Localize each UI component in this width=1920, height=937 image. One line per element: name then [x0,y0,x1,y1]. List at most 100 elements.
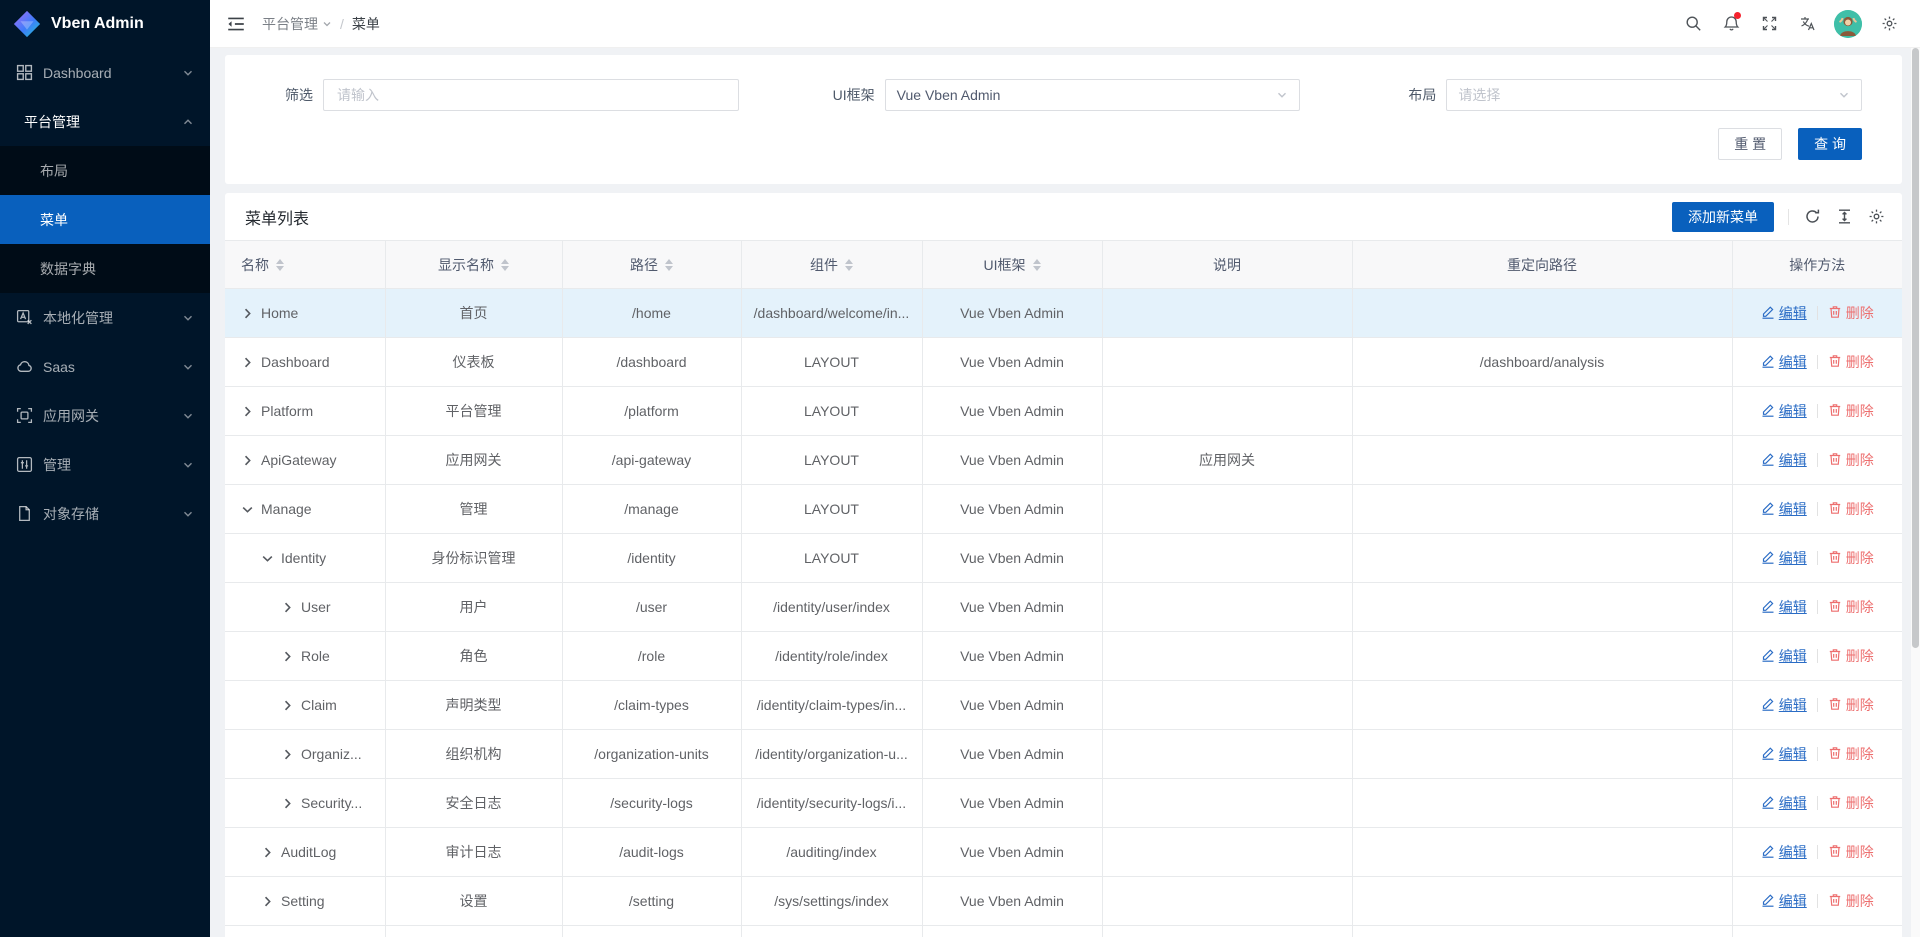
layout-select[interactable]: 请选择 [1446,79,1863,111]
sidebar-item-menu[interactable]: 菜单 [0,195,210,244]
filter-input[interactable] [335,86,727,104]
search-icon[interactable] [1674,0,1712,48]
chevron-right-icon[interactable] [281,650,294,663]
sidebar-item-dict[interactable]: 数据字典 [0,244,210,293]
table-row[interactable]: Security... 安全日志/security-logs/identity/s… [225,778,1902,828]
chevron-right-icon[interactable] [241,307,254,320]
chevron-right-icon[interactable] [281,601,294,614]
sidebar-item-platform[interactable]: 平台管理 [0,97,210,146]
delete-button[interactable]: 删除 [1828,450,1874,470]
edit-button[interactable]: 编辑 [1761,303,1807,323]
sort-icon[interactable] [501,258,509,271]
delete-button[interactable]: 删除 [1828,303,1874,323]
cell-ui-framework: Vue Vben Admin [922,386,1103,436]
column-header-actions: 操作方法 [1732,240,1902,289]
chevron-down-icon[interactable] [241,503,254,516]
edit-button[interactable]: 编辑 [1761,401,1807,421]
delete-button[interactable]: 删除 [1828,646,1874,666]
column-settings-icon[interactable] [1867,208,1885,226]
edit-button[interactable]: 编辑 [1761,646,1807,666]
table-row[interactable]: User 用户/user/identity/user/index Vue Vben … [225,582,1902,632]
delete-button[interactable]: 删除 [1828,401,1874,421]
table-row[interactable]: Identity 身份标识管理/identity LAYOUT Vue Vben Ad… [225,533,1902,583]
logo[interactable]: Vben Admin [0,0,210,48]
add-menu-button[interactable]: 添加新菜单 [1672,201,1774,232]
sidebar-item-localization[interactable]: 本地化管理 [0,293,210,342]
edit-button[interactable]: 编辑 [1761,793,1807,813]
chevron-down-icon[interactable] [261,552,274,565]
refresh-icon[interactable] [1803,208,1821,226]
edit-button[interactable]: 编辑 [1761,695,1807,715]
sidebar-item-saas[interactable]: Saas [0,342,210,391]
table-row[interactable]: Platform 平台管理/platform LAYOUT Vue Vben Admi… [225,386,1902,436]
delete-button[interactable]: 删除 [1828,499,1874,519]
cell-empty [225,925,386,937]
menu-fold-icon[interactable] [226,14,246,34]
delete-button[interactable]: 删除 [1828,793,1874,813]
row-height-icon[interactable] [1835,208,1853,226]
cell-empty [922,925,1103,937]
chevron-right-icon[interactable] [241,454,254,467]
chevron-right-icon[interactable] [261,846,274,859]
table-row[interactable]: Home 首页/home/dashboard/welcome/in... Vue V… [225,288,1902,338]
reset-button[interactable]: 重 置 [1718,128,1783,160]
row-name: ApiGateway [261,452,337,468]
sort-icon[interactable] [1032,258,1041,271]
table-row[interactable]: Claim 声明类型/claim-types/identity/claim-typ… [225,680,1902,730]
delete-button[interactable]: 删除 [1828,891,1874,911]
edit-icon [1761,305,1775,322]
sidebar-item-gateway[interactable]: 应用网关 [0,391,210,440]
edit-button[interactable]: 编辑 [1761,597,1807,617]
chevron-right-icon[interactable] [261,895,274,908]
chevron-right-icon[interactable] [281,699,294,712]
edit-button[interactable]: 编辑 [1761,548,1807,568]
avatar[interactable] [1826,0,1870,48]
cell-path: /api-gateway [562,435,742,485]
table-row[interactable]: AuditLog 审计日志/audit-logs/auditing/index Vu… [225,827,1902,877]
edit-button[interactable]: 编辑 [1761,450,1807,470]
bell-icon[interactable] [1712,0,1750,48]
translate-icon[interactable] [1788,0,1826,48]
breadcrumb-parent[interactable]: 平台管理 [262,14,332,34]
sidebar-item-dashboard[interactable]: Dashboard [0,48,210,97]
table-row[interactable] [225,925,1902,937]
chevron-right-icon[interactable] [281,797,294,810]
table-row[interactable]: Setting 设置/setting/sys/settings/index Vue … [225,876,1902,926]
cell-path: /organization-units [562,729,742,779]
table-title: 菜单列表 [245,210,310,228]
sort-icon[interactable] [665,258,673,271]
filter-input[interactable] [323,79,739,111]
edit-button[interactable]: 编辑 [1761,352,1807,372]
edit-button[interactable]: 编辑 [1761,842,1807,862]
chevron-right-icon[interactable] [241,405,254,418]
delete-button[interactable]: 删除 [1828,352,1874,372]
table-row[interactable]: ApiGateway 应用网关/api-gateway LAYOUT Vue Vben… [225,435,1902,485]
sort-icon[interactable] [845,258,853,271]
sidebar-item-manage[interactable]: 管理 [0,440,210,489]
delete-button[interactable]: 删除 [1828,744,1874,764]
delete-button[interactable]: 删除 [1828,842,1874,862]
sidebar-item-layout[interactable]: 布局 [0,146,210,195]
edit-button[interactable]: 编辑 [1761,499,1807,519]
edit-button[interactable]: 编辑 [1761,744,1807,764]
chevron-right-icon[interactable] [281,748,294,761]
sidebar-item-storage[interactable]: 对象存储 [0,489,210,538]
sort-icon[interactable] [276,258,284,271]
cell-actions: 编辑 删除 [1732,680,1902,730]
scrollbar-thumb[interactable] [1912,48,1919,648]
delete-button[interactable]: 删除 [1828,548,1874,568]
filter-buttons: 重 置 查 询 [225,128,1878,160]
delete-button[interactable]: 删除 [1828,597,1874,617]
table-row[interactable]: Dashboard 仪表板/dashboard LAYOUT Vue Vben Adm… [225,337,1902,387]
settings-icon[interactable] [1870,0,1908,48]
edit-button[interactable]: 编辑 [1761,891,1807,911]
table-row[interactable]: Organiz... 组织机构/organization-units/identi… [225,729,1902,779]
page-scrollbar[interactable] [1911,48,1920,937]
chevron-right-icon[interactable] [241,356,254,369]
ui-framework-select[interactable]: Vue Vben Admin [884,79,1301,111]
table-row[interactable]: Manage 管理/manage LAYOUT Vue Vben Admin 编辑 删除 [225,484,1902,534]
delete-button[interactable]: 删除 [1828,695,1874,715]
search-button[interactable]: 查 询 [1798,128,1862,160]
fullscreen-icon[interactable] [1750,0,1788,48]
table-row[interactable]: Role 角色/role/identity/role/index Vue Vben … [225,631,1902,681]
